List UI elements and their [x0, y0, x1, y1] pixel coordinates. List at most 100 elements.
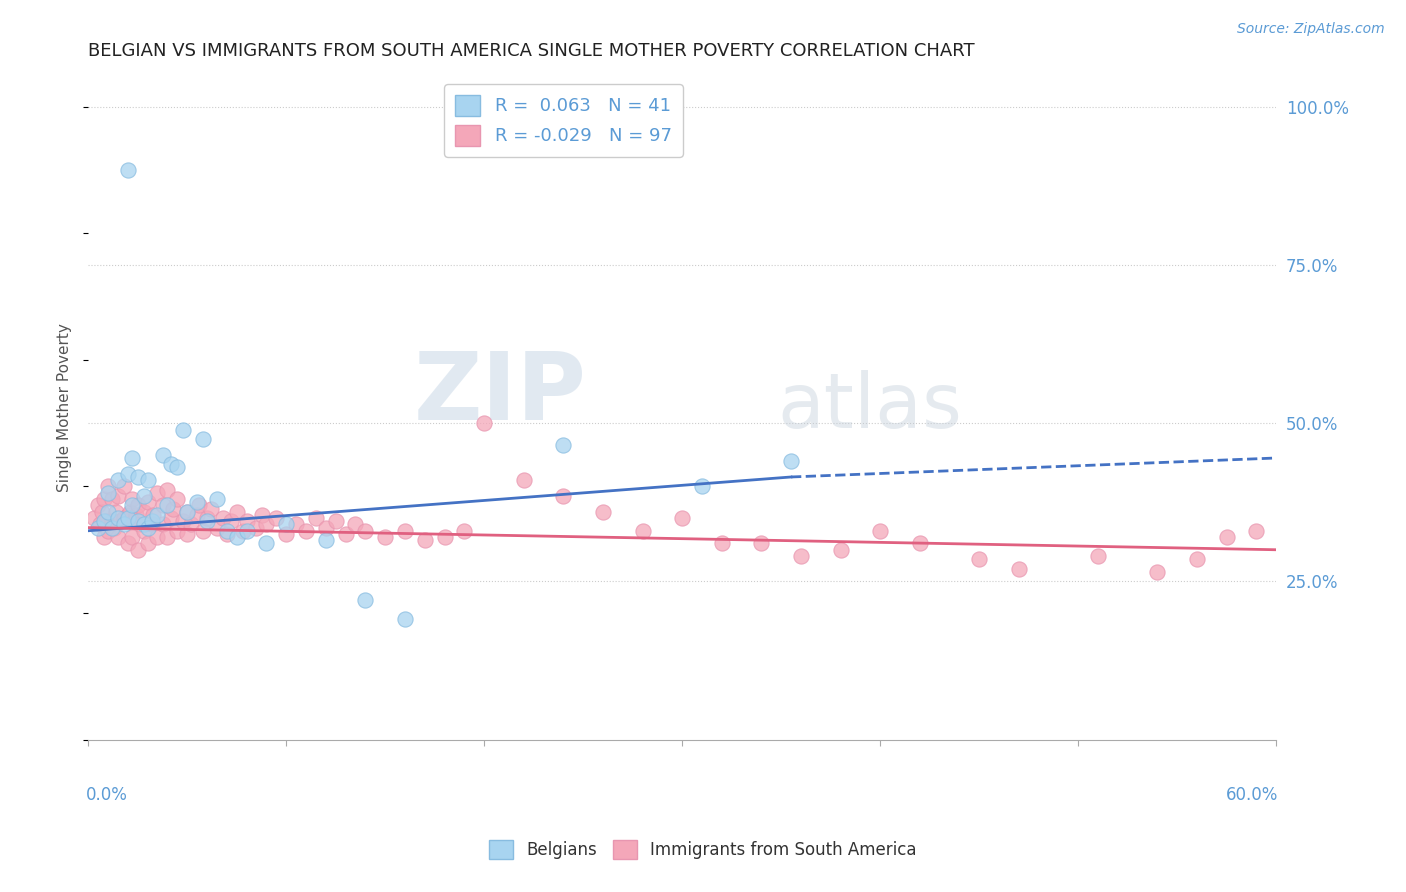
Point	[453, 524, 475, 538]
Point	[690, 479, 713, 493]
Point	[117, 467, 139, 481]
Point	[97, 505, 120, 519]
Point	[117, 511, 139, 525]
Point	[146, 508, 169, 522]
Point	[315, 520, 337, 534]
Point	[128, 517, 150, 532]
Point	[132, 489, 155, 503]
Point	[592, 505, 614, 519]
Point	[117, 536, 139, 550]
Point	[93, 514, 115, 528]
Point	[235, 524, 257, 538]
Point	[211, 511, 233, 525]
Point	[394, 524, 416, 538]
Point	[89, 517, 111, 532]
Point	[1146, 565, 1168, 579]
Point	[1185, 552, 1208, 566]
Point	[790, 549, 813, 563]
Point	[354, 524, 377, 538]
Point	[127, 514, 149, 528]
Point	[107, 489, 129, 503]
Text: Source: ZipAtlas.com: Source: ZipAtlas.com	[1237, 22, 1385, 37]
Text: 60.0%: 60.0%	[1226, 786, 1278, 804]
Point	[1246, 524, 1268, 538]
Point	[101, 514, 124, 528]
Point	[195, 514, 218, 528]
Point	[176, 505, 198, 519]
Point	[121, 499, 143, 513]
Point	[1087, 549, 1109, 563]
Point	[188, 499, 211, 513]
Point	[671, 511, 693, 525]
Point	[141, 514, 163, 528]
Point	[172, 514, 194, 528]
Point	[122, 514, 145, 528]
Point	[156, 499, 179, 513]
Point	[104, 505, 127, 519]
Point	[205, 492, 228, 507]
Point	[1008, 562, 1031, 576]
Point	[235, 514, 257, 528]
Point	[219, 514, 242, 528]
Point	[107, 473, 129, 487]
Point	[276, 527, 298, 541]
Legend: R =  0.063   N = 41, R = -0.029   N = 97: R = 0.063 N = 41, R = -0.029 N = 97	[444, 84, 682, 157]
Point	[87, 520, 110, 534]
Point	[1215, 530, 1237, 544]
Point	[83, 511, 105, 525]
Point	[200, 501, 222, 516]
Point	[117, 508, 139, 522]
Point	[325, 514, 347, 528]
Point	[245, 520, 267, 534]
Point	[631, 524, 654, 538]
Point	[107, 511, 129, 525]
Point	[176, 527, 198, 541]
Point	[132, 517, 155, 532]
Point	[136, 495, 159, 509]
Point	[295, 524, 318, 538]
Text: atlas: atlas	[778, 370, 962, 444]
Point	[276, 517, 298, 532]
Point	[101, 492, 124, 507]
Point	[512, 473, 534, 487]
Text: BELGIAN VS IMMIGRANTS FROM SOUTH AMERICA SINGLE MOTHER POVERTY CORRELATION CHART: BELGIAN VS IMMIGRANTS FROM SOUTH AMERICA…	[89, 42, 974, 60]
Point	[710, 536, 733, 550]
Point	[93, 492, 115, 507]
Point	[112, 479, 135, 493]
Point	[152, 517, 174, 532]
Point	[232, 524, 254, 538]
Point	[108, 514, 131, 528]
Point	[180, 517, 202, 532]
Legend: Belgians, Immigrants from South America: Belgians, Immigrants from South America	[482, 833, 924, 866]
Point	[160, 511, 183, 525]
Point	[472, 416, 495, 430]
Point	[97, 479, 120, 493]
Point	[97, 524, 120, 538]
Point	[94, 514, 117, 528]
Point	[254, 517, 277, 532]
Point	[91, 505, 114, 519]
Point	[195, 511, 218, 525]
Point	[152, 499, 174, 513]
Point	[749, 536, 772, 550]
Point	[142, 508, 165, 522]
Point	[374, 530, 396, 544]
Text: ZIP: ZIP	[415, 348, 588, 440]
Point	[132, 524, 155, 538]
Point	[252, 508, 274, 522]
Point	[127, 499, 149, 513]
Point	[127, 470, 149, 484]
Point	[285, 517, 308, 532]
Point	[205, 520, 228, 534]
Point	[344, 517, 367, 532]
Point	[166, 492, 188, 507]
Point	[127, 542, 149, 557]
Point	[315, 533, 337, 548]
Point	[553, 438, 575, 452]
Point	[176, 505, 198, 519]
Point	[172, 423, 194, 437]
Point	[162, 501, 184, 516]
Point	[830, 542, 852, 557]
Point	[112, 511, 135, 525]
Point	[112, 517, 135, 532]
